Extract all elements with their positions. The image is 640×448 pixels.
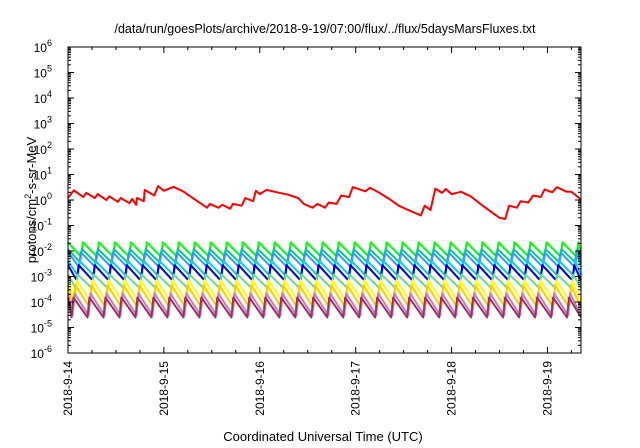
series-line-2 xyxy=(67,248,582,264)
axes-layer: 10-6 10-5 10-4 10-3 10-2 10-1 100 101 102 103 104 1… xyxy=(31,38,582,416)
x-tick-label: 2018-9-18 xyxy=(445,361,459,416)
y-tick-label: 10-2 xyxy=(31,242,52,259)
y-tick-label: 10-6 xyxy=(31,344,52,361)
y-tick-label: 10-5 xyxy=(31,319,52,336)
y-tick-label: 104 xyxy=(34,89,52,106)
y-tick-label: 106 xyxy=(34,38,52,55)
series-layer xyxy=(67,185,582,319)
series-line-4 xyxy=(67,260,582,277)
chart-title: /data/run/goesPlots/archive/2018-9-19/07… xyxy=(114,22,536,36)
series-line-1 xyxy=(67,241,582,258)
y-axis-title-sup: 2 xyxy=(23,194,33,199)
y-tick-label: 10-4 xyxy=(31,293,52,310)
x-axis-title: Coordinated Universal Time (UTC) xyxy=(223,429,422,444)
series-line-3 xyxy=(67,251,582,268)
x-tick-label: 2018-9-16 xyxy=(253,361,267,416)
y-tick-label: 100 xyxy=(34,191,52,208)
series-line-8 xyxy=(67,284,582,309)
y-axis-title-base: protons/cm xyxy=(24,199,39,263)
y-tick-label: 103 xyxy=(34,115,52,132)
y-axis-title: protons/cm2-s-sr-MeV xyxy=(23,136,39,263)
series-line-7 xyxy=(67,279,582,303)
x-tick-label: 2018-9-14 xyxy=(61,361,75,416)
y-tick-label: 102 xyxy=(34,140,52,157)
y-tick-label: 10-3 xyxy=(31,268,52,285)
x-tick-label: 2018-9-19 xyxy=(540,361,554,416)
y-tick-label: 10-1 xyxy=(31,217,52,234)
series-line-0 xyxy=(67,185,582,220)
x-tick-label: 2018-9-15 xyxy=(157,361,171,416)
series-line-10 xyxy=(67,296,582,319)
series-line-9 xyxy=(67,292,582,317)
series-line-5 xyxy=(67,264,582,282)
y-tick-label: 105 xyxy=(34,64,52,81)
series-line-6 xyxy=(67,273,582,290)
y-axis-title-rest: -s-sr-MeV xyxy=(24,136,39,193)
y-tick-label: 101 xyxy=(34,166,52,183)
x-tick-label: 2018-9-17 xyxy=(349,361,363,416)
